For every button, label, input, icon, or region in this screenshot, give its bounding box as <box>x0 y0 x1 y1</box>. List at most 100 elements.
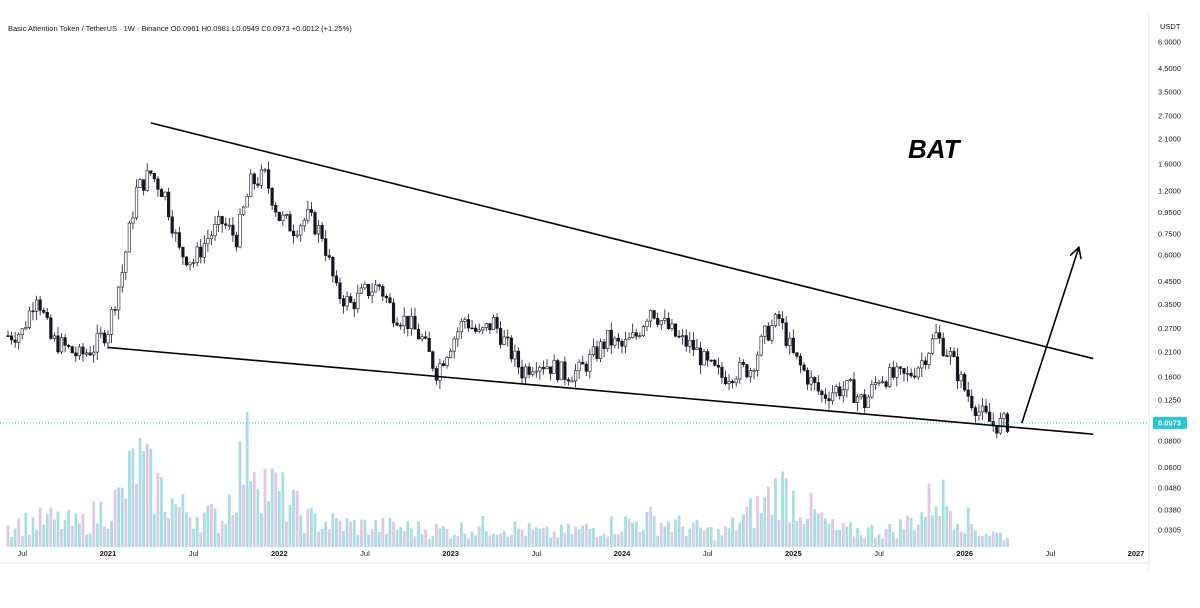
candle-body <box>706 351 710 361</box>
candle <box>905 366 910 382</box>
volume-bar <box>677 515 681 547</box>
volume-bar <box>331 512 335 547</box>
candle <box>977 404 981 421</box>
volume-bar <box>145 443 149 547</box>
candle-body <box>827 398 831 402</box>
candle <box>67 344 71 349</box>
candle-body <box>499 328 503 345</box>
candle-body <box>424 336 428 339</box>
candle-body <box>209 235 214 240</box>
candle-body <box>181 247 185 258</box>
y-axis-tick-label: 2.1000 <box>1158 135 1181 144</box>
volume-bar <box>952 529 956 547</box>
volume-bar <box>592 527 595 547</box>
candle <box>581 355 585 365</box>
candle-body <box>548 366 553 374</box>
candle-body <box>945 355 949 357</box>
candle-body <box>638 335 642 337</box>
candle-body <box>381 285 385 297</box>
candle-body <box>349 296 353 303</box>
y-axis-tick-label: 0.0800 <box>1158 437 1181 446</box>
x-axis-tick-label: 2022 <box>271 549 288 558</box>
volume-bar <box>577 528 581 547</box>
volume-bar <box>627 518 631 547</box>
candle-body <box>266 169 271 189</box>
lower-support-trendline[interactable] <box>107 346 1094 436</box>
candle <box>316 219 321 244</box>
volume-bar <box>816 513 820 547</box>
volume-bar <box>824 518 827 547</box>
volume-bar <box>142 451 146 547</box>
candle <box>445 356 449 369</box>
candle-body <box>934 332 938 340</box>
candle <box>245 193 249 208</box>
volume-bar <box>945 505 949 547</box>
candle <box>384 294 388 304</box>
candle-body <box>923 360 927 365</box>
volume-bar <box>235 512 238 547</box>
candle-body <box>909 372 913 377</box>
candle-body <box>470 327 474 330</box>
candle-body <box>898 366 903 369</box>
candle-body <box>92 351 96 356</box>
candle-body <box>149 170 153 174</box>
candle-body <box>59 337 64 353</box>
candle <box>513 344 517 367</box>
candle <box>117 286 121 320</box>
volume-bar <box>270 468 274 547</box>
candle-body <box>791 337 795 353</box>
candle <box>820 389 824 403</box>
x-axis-tick-label: Jul <box>189 549 199 558</box>
y-axis-tick-label: 0.0480 <box>1158 484 1181 493</box>
candle-body <box>391 302 396 324</box>
candle <box>209 231 214 246</box>
volume-bar <box>210 503 213 547</box>
candle-body <box>224 223 228 226</box>
candle <box>795 352 799 360</box>
volume-bar <box>691 522 695 547</box>
candle <box>34 295 39 321</box>
candle-body <box>366 284 371 297</box>
candle-body <box>855 396 860 403</box>
candle <box>399 322 403 330</box>
candle <box>291 224 296 244</box>
candle <box>734 376 738 387</box>
candle <box>606 329 610 352</box>
candle <box>659 319 663 330</box>
candle <box>709 359 713 363</box>
candle-body <box>306 209 310 221</box>
candle-body <box>13 339 17 343</box>
volume-bar <box>363 519 367 547</box>
candle-body <box>584 363 588 372</box>
candle-body <box>927 353 931 365</box>
breakout-projection-arrow[interactable] <box>1021 247 1080 424</box>
candle-body <box>648 310 653 322</box>
candle-body <box>24 327 28 330</box>
candle-body <box>395 322 399 326</box>
candle-body <box>763 325 767 337</box>
candle <box>491 314 496 331</box>
candle <box>666 312 670 331</box>
candle <box>395 317 399 327</box>
volume-bar <box>888 524 892 547</box>
candle <box>349 292 353 304</box>
y-axis-tick-label: 0.0305 <box>1158 526 1181 535</box>
candle <box>723 370 728 386</box>
candle-body <box>167 191 171 218</box>
candle-body <box>406 315 410 329</box>
volume-bar <box>645 511 649 547</box>
candle <box>598 338 603 363</box>
candle <box>302 218 306 232</box>
volume-bar <box>42 524 46 547</box>
upper-resistance-trendline[interactable] <box>150 122 1094 360</box>
volume-bar <box>538 529 542 547</box>
candle <box>149 170 153 176</box>
volume-bar <box>395 529 399 547</box>
candle-body <box>220 216 224 225</box>
candle <box>681 328 685 345</box>
volume-bar <box>81 513 85 547</box>
volume-bar <box>499 533 503 547</box>
candle-body <box>634 332 638 337</box>
candle <box>27 306 32 330</box>
